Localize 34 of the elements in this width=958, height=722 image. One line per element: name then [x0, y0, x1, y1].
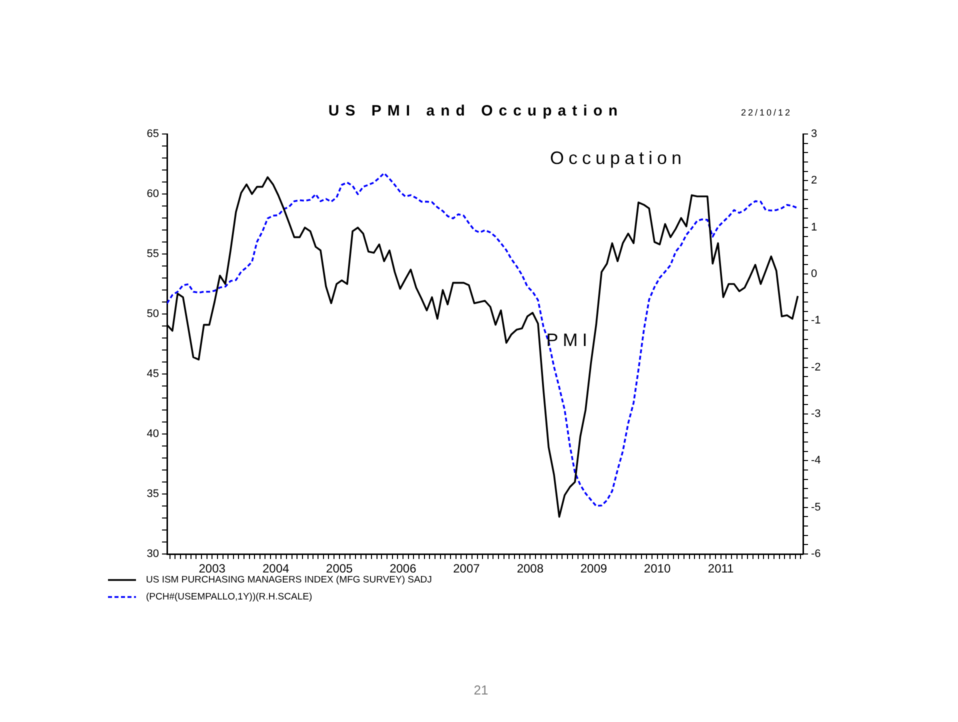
y2-tick-label: -4	[811, 454, 821, 467]
x-tick-label: 2011	[708, 562, 734, 576]
y-tick-label: 55	[146, 248, 159, 260]
y-tick-label: 35	[146, 488, 159, 500]
x-tick-label: 2010	[644, 562, 671, 576]
x-tick-label: 2005	[326, 562, 354, 576]
y-tick-label: 65	[146, 128, 159, 140]
y-tick-label: 40	[146, 428, 159, 440]
y-tick-label: 50	[146, 308, 159, 320]
y2-tick-label: 2	[811, 174, 818, 187]
text: 21	[474, 682, 488, 698]
y2-tick-label: 0	[811, 268, 818, 280]
y2-tick-label: -5	[811, 501, 821, 514]
y2-tick-label: -1	[811, 314, 821, 327]
y2-tick-label: -3	[811, 408, 821, 420]
y2-tick-label: 3	[811, 128, 818, 140]
legend-label: US ISM PURCHASING MANAGERS INDEX (MFG SURVEY) SADJ	[146, 574, 432, 586]
x-tick-label: 2004	[262, 562, 290, 576]
annotation: PMI	[546, 330, 592, 350]
legend-label: (PCH#(USEMPALLO,1Y))(R.H.SCALE)	[146, 592, 312, 603]
y-tick-label: 60	[146, 188, 159, 200]
y-tick-label: 45	[146, 368, 159, 380]
y2-tick-label: -2	[811, 361, 821, 374]
x-tick-label: 2007	[453, 562, 480, 576]
y2-tick-label: 1	[811, 221, 818, 234]
y2-tick-label: -6	[811, 548, 821, 560]
text: 22/10/12	[740, 108, 792, 118]
x-tick-label: 2009	[580, 562, 608, 576]
x-tick-label: 2003	[198, 562, 226, 576]
x-tick-label: 2006	[390, 562, 417, 576]
x-tick-label: 2008	[516, 562, 544, 576]
chart-title: US PMI and Occupation	[328, 102, 624, 120]
y-tick-label: 30	[146, 548, 159, 560]
annotation: Occupation	[550, 148, 686, 168]
